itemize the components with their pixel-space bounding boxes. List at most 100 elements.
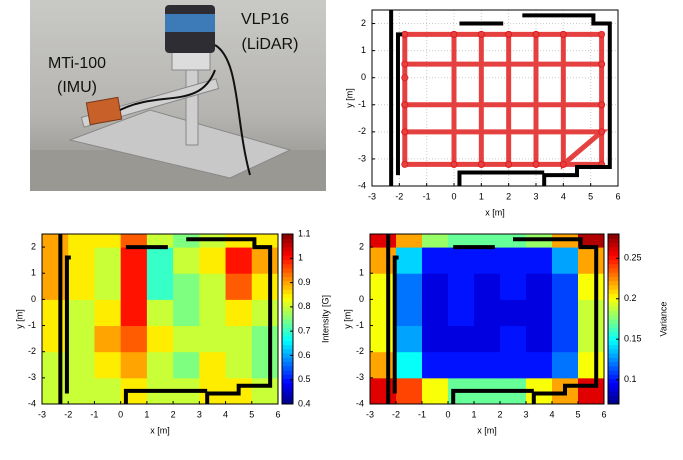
plot-area (372, 10, 618, 186)
y-tick-label: -2 (358, 126, 366, 136)
colorbar-band (282, 238, 293, 243)
heat-cell (526, 325, 553, 353)
heat-cell (396, 377, 423, 405)
heat-cell (68, 234, 95, 248)
x-tick-label: 2 (171, 409, 176, 419)
heat-cell (396, 234, 423, 248)
wall (64, 255, 71, 394)
trajectory-point (401, 74, 409, 82)
y-tick-label: -1 (356, 320, 364, 330)
heat-cell (94, 377, 122, 405)
photo-label: (LiDAR) (242, 36, 299, 53)
heat-cell (42, 234, 69, 248)
heat-cell (225, 325, 253, 353)
colorbar-band (608, 314, 619, 320)
colorbar-band (608, 365, 619, 371)
heat-cell (42, 299, 69, 327)
heat-cell (474, 299, 501, 327)
heat-cell (251, 299, 279, 327)
colorbar-band (608, 399, 619, 405)
colorbar-tick-label: 1.1 (298, 228, 311, 238)
colorbar-band (608, 234, 619, 239)
trajectory-point (505, 30, 513, 38)
colorbar-band (282, 297, 293, 303)
plot-frame (371, 9, 619, 187)
colorbar-band (608, 374, 619, 379)
y-tick-label: -2 (28, 346, 36, 356)
heat-cell (396, 325, 423, 353)
colorbar-band (608, 370, 619, 375)
wall (457, 170, 545, 186)
trajectory-point (477, 30, 485, 38)
colorbar-band (282, 255, 293, 260)
colorbar-tick-label: 0.6 (298, 350, 311, 360)
heat-cell (173, 325, 200, 353)
y-tick-label: -1 (358, 99, 366, 109)
wall (392, 255, 399, 394)
y-tick-label: -4 (28, 398, 36, 408)
colorbar-band (282, 306, 293, 311)
colorbar-band (608, 340, 619, 345)
colorbar-tick-label: 0.15 (624, 334, 642, 344)
x-tick-label: -3 (366, 409, 374, 419)
colorbar-band (282, 319, 293, 324)
colorbar-band (282, 246, 293, 252)
heat-cell (199, 351, 227, 379)
colorbar-band (608, 276, 619, 282)
x-tick-label: -2 (392, 409, 400, 419)
y-tick-label: 1 (31, 268, 36, 278)
colorbar-band (282, 314, 293, 320)
heat-cell (120, 299, 148, 327)
colorbar-band (608, 272, 619, 277)
heat-cell (199, 273, 227, 300)
y-tick-label: -4 (358, 180, 366, 190)
colorbar-band (608, 387, 619, 392)
wall (395, 32, 403, 176)
heat-cell (42, 273, 69, 300)
heat-cell (578, 325, 605, 353)
heat-cell (526, 351, 553, 379)
colorbar-band (608, 255, 619, 260)
heat-cell (120, 247, 148, 274)
colorbar-band (282, 234, 293, 239)
colorbar-band (282, 280, 293, 286)
x-tick-label: 3 (523, 409, 528, 419)
heat-cell (225, 247, 253, 274)
colorbar-band (282, 357, 293, 362)
heat-cell (422, 273, 449, 300)
trajectory-point (450, 160, 458, 168)
trajectory-point (401, 60, 409, 68)
heat-cell (370, 377, 397, 405)
heat-cell (500, 273, 527, 300)
colorbar-band (608, 306, 619, 311)
colorbar-band (608, 357, 619, 362)
colorbar-band (608, 259, 619, 265)
colorbar-band (282, 242, 293, 248)
colorbar-band (608, 327, 619, 333)
colorbar-band (282, 289, 293, 294)
heat-cell (448, 234, 475, 248)
heat-cell (526, 299, 553, 327)
colorbar-band (282, 399, 293, 405)
colorbar-band (282, 365, 293, 371)
colorbar-band (608, 348, 619, 354)
colorbar-band (608, 336, 619, 341)
heat-cell (422, 351, 449, 379)
heat-cell (370, 351, 397, 379)
heat-cell (94, 325, 122, 353)
colorbar-band (282, 395, 293, 401)
heat-cell (500, 247, 527, 274)
colorbar-band (608, 263, 619, 269)
colorbar-band (608, 395, 619, 401)
heat-cell (552, 325, 579, 353)
x-axis-label: x [m] (150, 425, 170, 435)
colorbar-band (282, 276, 293, 282)
trajectory-point (598, 60, 606, 68)
trajectory-line (402, 31, 609, 170)
colorbar-band (608, 323, 619, 328)
colorbar-tick-label: 0.8 (298, 301, 311, 311)
colorbar-tick-label: 0.1 (624, 374, 637, 384)
trajectory-point (598, 30, 606, 38)
colorbar-band (282, 370, 293, 375)
